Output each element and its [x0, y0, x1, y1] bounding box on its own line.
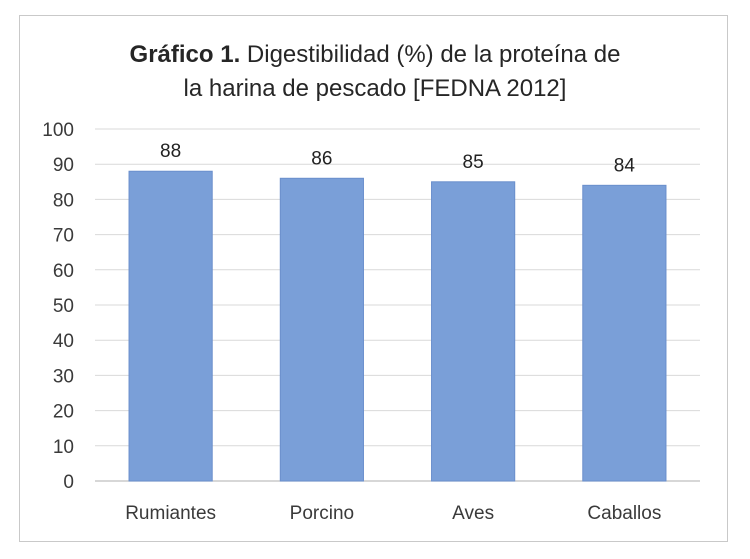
y-tick-label-0: 0: [63, 472, 74, 493]
chart-title: Gráfico 1. Digestibilidad (%) de la prot…: [0, 38, 750, 106]
y-tick-label-80: 80: [53, 190, 74, 211]
chart-title-rest: Digestibilidad (%) de la proteína de: [240, 41, 621, 68]
x-tick-label-aves: Aves: [452, 503, 494, 524]
y-tick-label-40: 40: [53, 331, 74, 352]
x-tick-label-rumiantes: Rumiantes: [125, 503, 216, 524]
y-tick-label-90: 90: [53, 155, 74, 176]
chart-title-lead: Gráfico 1.: [129, 41, 241, 68]
y-tick-label-70: 70: [53, 226, 74, 247]
bar-porcino: [279, 177, 364, 482]
y-tick-label-10: 10: [53, 437, 74, 458]
data-label-caballos: 84: [614, 155, 636, 176]
y-tick-label-30: 30: [53, 366, 74, 387]
x-tick-label-porcino: Porcino: [290, 503, 354, 524]
x-tick-label-caballos: Caballos: [587, 503, 661, 524]
y-tick-label-100: 100: [42, 120, 74, 141]
y-tick-label-60: 60: [53, 261, 74, 282]
bar-rumiantes: [128, 170, 213, 482]
chart-title-line-1: Gráfico 1. Digestibilidad (%) de la prot…: [0, 38, 750, 72]
chart-title-line-2: la harina de pescado [FEDNA 2012]: [183, 75, 567, 102]
data-label-porcino: 86: [311, 148, 332, 169]
y-tick-label-50: 50: [53, 296, 74, 317]
data-label-rumiantes: 88: [160, 141, 181, 162]
bar-aves: [431, 181, 516, 482]
data-label-aves: 85: [463, 152, 484, 173]
bar-caballos: [582, 184, 667, 482]
y-tick-label-20: 20: [53, 402, 74, 423]
